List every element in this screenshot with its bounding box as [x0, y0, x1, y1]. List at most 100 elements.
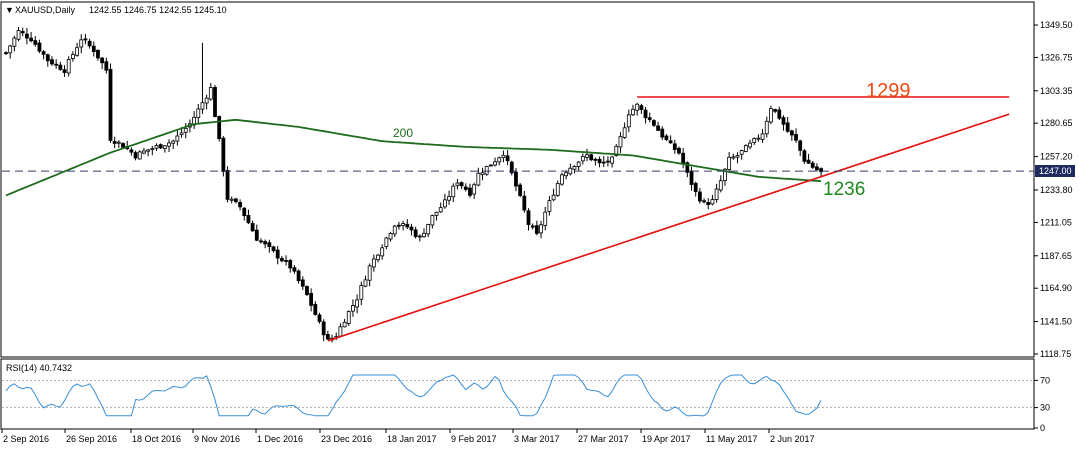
x-tick-label: 23 Dec 2016: [321, 434, 372, 444]
candle: [229, 196, 234, 204]
candle: [125, 140, 130, 151]
candle: [626, 109, 631, 133]
candle: [756, 134, 761, 142]
candle: [739, 149, 744, 160]
candle: [351, 299, 355, 317]
rsi-line: [5, 374, 822, 417]
candle: [635, 102, 640, 116]
candle: [447, 190, 451, 205]
candle: [104, 57, 109, 74]
candle: [150, 145, 155, 156]
candle: [175, 130, 180, 146]
candle: [242, 207, 247, 221]
candle: [254, 224, 259, 242]
candle: [313, 301, 318, 316]
candle: [355, 294, 360, 314]
candle: [171, 139, 176, 150]
candle: [560, 172, 564, 186]
candle: [710, 194, 715, 206]
candle: [29, 32, 33, 43]
rsi-tick-label: 70: [1040, 375, 1050, 385]
candle: [37, 39, 42, 54]
candle: [564, 170, 569, 180]
candle: [442, 193, 447, 209]
candle: [426, 223, 431, 238]
candle: [501, 150, 506, 163]
candle: [146, 149, 151, 157]
candle: [83, 33, 88, 45]
ma200-layer: [5, 118, 822, 197]
candle: [204, 94, 209, 110]
candle: [601, 156, 606, 167]
x-tick-label: 3 Mar 2017: [514, 434, 560, 444]
candle: [388, 231, 393, 242]
candle: [20, 27, 25, 37]
x-tick-label: 9 Nov 2016: [194, 434, 240, 444]
candle: [129, 147, 134, 156]
trend-lines: [2, 96, 1034, 342]
y-tick-label: 1257.20: [1040, 152, 1073, 162]
rsi-tick-label: 30: [1040, 403, 1050, 413]
rsi-panel-frame: [0, 358, 1035, 430]
candle: [397, 221, 401, 230]
candle: [459, 181, 464, 190]
candle: [810, 160, 815, 169]
candle: [660, 126, 665, 141]
collapse-icon[interactable]: ▼: [5, 5, 14, 15]
candle: [672, 139, 677, 154]
candle: [275, 245, 280, 265]
candle: [79, 34, 84, 54]
candle: [568, 163, 573, 176]
candle: [743, 144, 748, 153]
candle: [401, 220, 406, 231]
candle: [279, 255, 284, 263]
candle: [41, 50, 46, 60]
candle: [225, 166, 230, 203]
candle: [267, 239, 272, 253]
candle: [589, 153, 594, 162]
x-tick-label: 1 Dec 2016: [257, 434, 303, 444]
candle: [681, 147, 686, 169]
candle: [50, 56, 54, 66]
candle: [781, 115, 786, 131]
candle: [455, 179, 460, 190]
candle: [100, 56, 105, 70]
rsi-label: RSI(14) 40.7432: [6, 363, 72, 373]
candle: [363, 275, 368, 288]
candle: [706, 198, 711, 210]
candle: [806, 153, 811, 164]
candle: [192, 111, 197, 129]
candle: [296, 269, 301, 284]
candle: [463, 183, 468, 192]
candle: [108, 63, 113, 143]
y-tick-label: 1326.75: [1040, 52, 1073, 62]
x-tick-label: 19 Apr 2017: [642, 434, 691, 444]
candle: [259, 238, 263, 244]
candle: [409, 223, 414, 236]
resistance-label: 1299: [866, 80, 911, 102]
candle: [777, 106, 782, 120]
candle: [380, 244, 385, 260]
candle: [505, 150, 510, 166]
candle: [693, 181, 698, 197]
candle: [233, 197, 238, 204]
candle: [593, 157, 598, 166]
candle: [543, 206, 548, 231]
candle: [451, 183, 456, 202]
y-tick-label: 1303.35: [1040, 86, 1073, 96]
candle: [33, 36, 38, 47]
candle: [677, 146, 681, 155]
candle: [702, 198, 706, 204]
candle: [91, 41, 96, 57]
candle: [514, 168, 518, 192]
candle: [819, 167, 823, 177]
candle: [509, 160, 514, 176]
candle: [689, 166, 694, 191]
candle: [714, 183, 719, 203]
candle: [338, 323, 343, 338]
candle: [697, 187, 702, 204]
candle: [752, 137, 757, 145]
x-tick-label: 18 Oct 2016: [132, 434, 181, 444]
candle: [116, 140, 121, 148]
